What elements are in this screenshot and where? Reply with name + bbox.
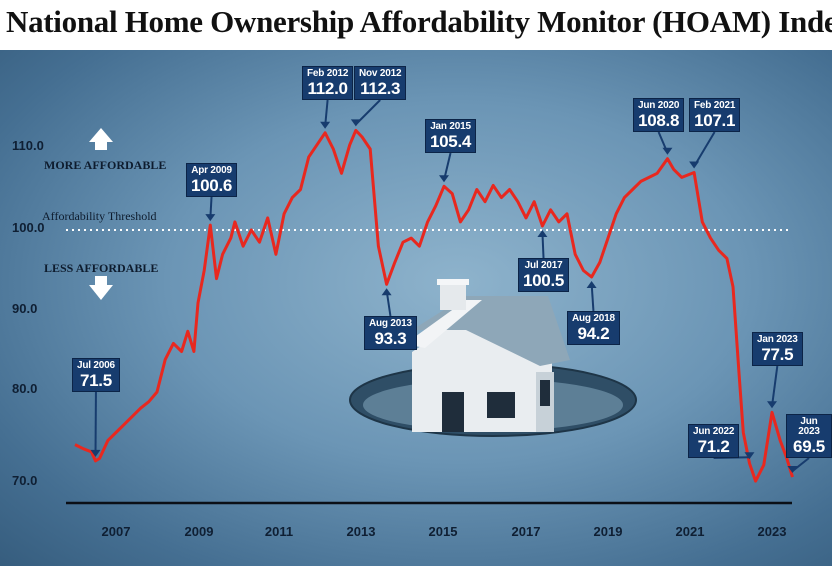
threshold-label: Affordability Threshold (42, 209, 157, 223)
callout-nov-2012: Nov 2012 112.3 (354, 66, 407, 100)
callout-arrowhead (90, 449, 101, 457)
callout-value: 105.4 (430, 132, 472, 151)
callout-jun-2022: Jun 2022 71.2 (688, 424, 740, 458)
callout-jan-2023: Jan 2023 77.5 (752, 332, 803, 366)
callout-arrowhead (767, 401, 777, 409)
down-arrow-icon (89, 276, 113, 300)
callout-date: Feb 2021 (694, 100, 736, 111)
callout-date: Feb 2012 (307, 68, 349, 79)
x-tick-label: 2023 (757, 524, 787, 539)
callout-feb-2021: Feb 2021 107.1 (689, 98, 741, 132)
callout-value: 71.5 (79, 371, 112, 390)
callout-date: Jun 2022 (693, 426, 735, 437)
chart-title: National Home Ownership Affordability Mo… (6, 4, 832, 39)
house-illustration (349, 279, 637, 437)
x-tick-label: 2009 (184, 524, 214, 539)
callout-arrowhead (744, 452, 755, 460)
callout-pointer (693, 131, 716, 168)
callout-arrowhead (787, 466, 798, 474)
callout-arrowhead (205, 214, 216, 222)
callout-date: Nov 2012 (359, 68, 402, 79)
callout-apr-2009: Apr 2009 100.6 (186, 163, 238, 197)
callout-aug-2018: Aug 2018 94.2 (567, 311, 620, 345)
more-affordable-label: MORE AFFORDABLE (44, 158, 167, 172)
callout-date: Aug 2018 (572, 313, 615, 324)
callout-date: Jan 2015 (430, 121, 471, 132)
callout-date: Jun 2020 (638, 100, 680, 111)
callout-value: 100.6 (191, 176, 233, 195)
callout-jun-2020: Jun 2020 108.8 (633, 98, 685, 132)
y-tick-label: 90.0 (12, 301, 38, 316)
callout-jun-2023: Jun 2023 69.5 (786, 414, 832, 458)
less-affordable-label: LESS AFFORDABLE (44, 261, 159, 275)
x-tick-label: 2017 (511, 524, 541, 539)
callout-aug-2013: Aug 2013 93.3 (364, 316, 417, 350)
x-tick-label: 2011 (264, 524, 294, 539)
callout-arrowhead (662, 147, 673, 155)
y-tick-label: 80.0 (12, 381, 38, 396)
callout-value: 112.0 (307, 79, 348, 98)
callout-jul-2006: Jul 2006 71.5 (72, 358, 120, 392)
chart-svg (66, 99, 810, 505)
callout-value: 94.2 (577, 324, 610, 343)
callout-jan-2015: Jan 2015 105.4 (425, 119, 477, 153)
callout-date: Apr 2009 (191, 165, 232, 176)
callout-date: Aug 2013 (369, 318, 412, 329)
x-tick-label: 2021 (675, 524, 705, 539)
callout-arrowhead (439, 175, 449, 183)
callout-value: 71.2 (697, 437, 730, 456)
callout-date: Jul 2017 (524, 260, 563, 271)
callout-arrowhead (350, 119, 361, 127)
callout-value: 77.5 (761, 345, 794, 364)
series-line (74, 128, 794, 483)
callout-value: 93.3 (374, 329, 407, 348)
x-tick-label: 2019 (593, 524, 623, 539)
callout-arrowhead (320, 121, 331, 129)
callout-arrowhead (586, 280, 597, 288)
plot-area: 70.0 80.0 90.0 100.0 110.0 2007 2009 201… (0, 50, 832, 566)
callout-date: Jul 2006 (77, 360, 115, 371)
callout-date: Jan 2023 (757, 334, 798, 345)
callout-arrowhead (381, 288, 392, 296)
up-arrow-icon (89, 128, 113, 150)
title-bar: National Home Ownership Affordability Mo… (0, 0, 832, 50)
callout-arrowhead (537, 229, 548, 237)
callout-value: 112.3 (360, 79, 401, 98)
callout-feb-2012: Feb 2012 112.0 (302, 66, 354, 100)
callout-value: 108.8 (638, 111, 680, 130)
y-tick-label: 100.0 (12, 220, 45, 235)
callout-value: 69.5 (793, 437, 825, 456)
callout-pointer (771, 365, 779, 407)
callout-arrowhead (689, 161, 700, 169)
callout-value: 107.1 (694, 111, 736, 130)
x-tick-label: 2015 (428, 524, 458, 539)
callout-jul-2017: Jul 2017 100.5 (518, 258, 570, 292)
y-tick-label: 70.0 (12, 473, 38, 488)
callout-value: 100.5 (523, 271, 565, 290)
y-tick-label: 110.0 (12, 138, 44, 153)
x-tick-label: 2007 (101, 524, 131, 539)
x-tick-label: 2013 (346, 524, 376, 539)
callout-date: Jun 2023 (798, 416, 820, 437)
